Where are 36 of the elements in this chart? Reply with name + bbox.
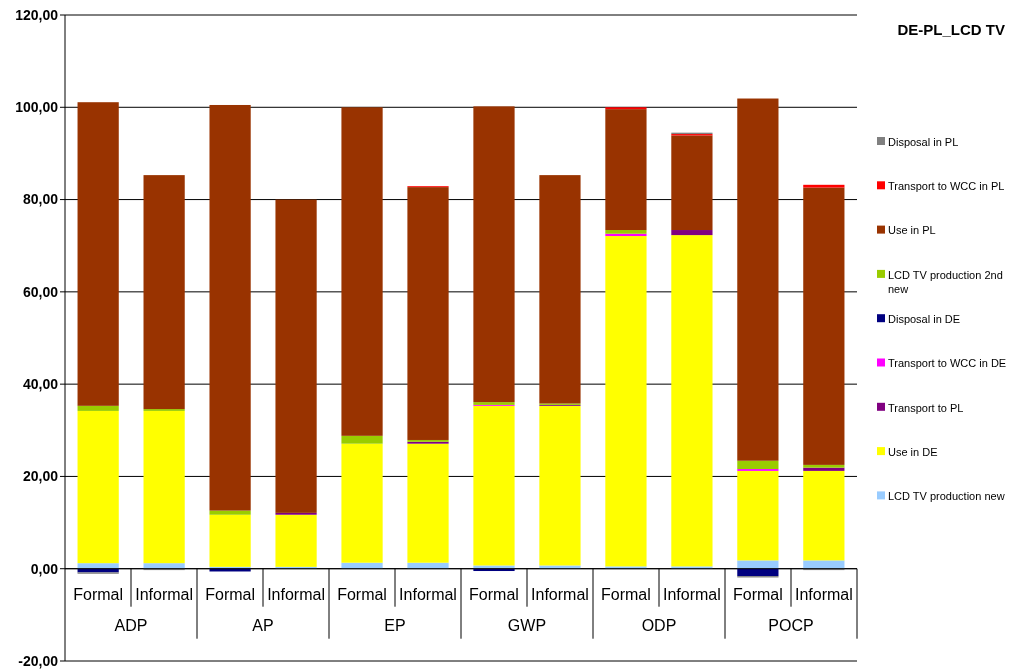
legend-label: Disposal in DE xyxy=(888,313,961,326)
x-tick-label: Informal xyxy=(399,585,457,603)
annotation: GWP xyxy=(507,616,547,634)
y-tick-label: 100,00 xyxy=(15,99,59,116)
annotation: ODP xyxy=(641,616,677,634)
y-tick-label: 80,00 xyxy=(22,191,59,208)
x-tick-label: Informal xyxy=(663,585,721,603)
y-tick-label: -20,00 xyxy=(18,652,59,669)
x-tick-label: Formal xyxy=(732,585,783,603)
x-tick-label: Informal xyxy=(794,585,853,603)
legend-label: Use in PL xyxy=(888,224,936,237)
annotation: EP xyxy=(384,616,406,634)
y-tick-label: 40,00 xyxy=(22,376,59,393)
x-tick-label: Formal xyxy=(337,585,387,603)
annotation: POCP xyxy=(768,616,814,634)
y-tick-label: 0,00 xyxy=(30,560,59,577)
legend-label: Transport to PL xyxy=(888,401,964,414)
x-tick-label: Formal xyxy=(601,585,651,603)
y-tick-label: 20,00 xyxy=(22,468,59,485)
text: DE-PL_LCD TV xyxy=(897,21,1005,38)
annotation: ADP xyxy=(114,616,148,634)
x-tick-label: Informal xyxy=(267,585,325,603)
x-tick-label: Informal xyxy=(135,585,194,603)
legend-label: Use in DE xyxy=(888,445,938,458)
legend-label: Transport to WCC in PL xyxy=(888,180,1005,193)
y-tick-label: 120,00 xyxy=(15,6,59,23)
legend-label: LCD TV production 2nd new xyxy=(888,268,1003,296)
x-tick-label: Formal xyxy=(73,585,124,603)
x-tick-label: Formal xyxy=(469,585,519,603)
x-tick-label: Informal xyxy=(531,585,589,603)
legend-label: LCD TV production new xyxy=(888,490,1005,503)
annotation: AP xyxy=(252,616,274,634)
legend-label: Transport to WCC in DE xyxy=(888,357,1007,370)
legend-label: Disposal in PL xyxy=(888,135,959,148)
y-tick-label: 60,00 xyxy=(22,283,59,300)
x-tick-label: Formal xyxy=(205,585,255,603)
